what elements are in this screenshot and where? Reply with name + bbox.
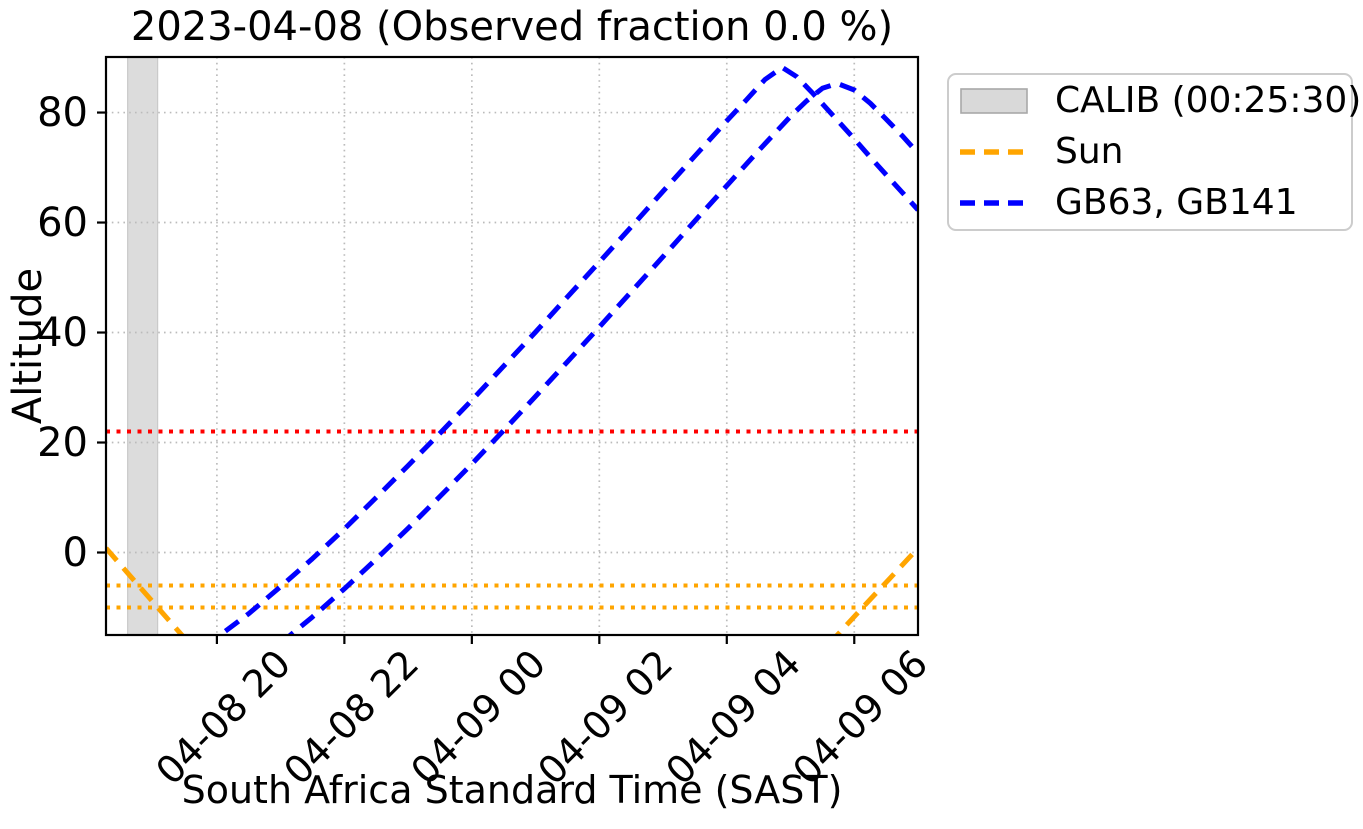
sun-curve xyxy=(833,546,918,635)
y-tick-label: 20 xyxy=(37,419,88,466)
y-tick-label: 0 xyxy=(62,529,88,576)
plot-area xyxy=(97,55,920,644)
source-curve xyxy=(286,80,918,635)
legend-label: GB63, GB141 xyxy=(1055,182,1298,223)
source-curve xyxy=(216,64,918,635)
plot-title: 2023-04-08 (Observed fraction 0.0 %) xyxy=(130,4,894,50)
y-tick-label: 40 xyxy=(37,309,88,356)
legend-item: Sun xyxy=(959,127,1351,178)
legend-dashed-line-swatch xyxy=(959,199,1033,207)
axes-spines xyxy=(104,55,920,637)
legend-label: Sun xyxy=(1055,131,1124,172)
sun-curve xyxy=(106,546,186,635)
y-tick-label: 60 xyxy=(37,199,88,246)
legend-item: GB63, GB141 xyxy=(959,178,1351,229)
legend-patch-swatch xyxy=(959,87,1033,115)
legend-item: CALIB (00:25:30) xyxy=(959,76,1361,127)
legend-dashed-line-swatch xyxy=(959,148,1033,156)
y-tick-label: 80 xyxy=(37,89,88,136)
calib-band xyxy=(127,56,159,636)
legend: CALIB (00:25:30) Sun GB63, GB141 xyxy=(947,73,1361,231)
x-axis-label: South Africa Standard Time (SAST) xyxy=(181,768,843,812)
legend-label: CALIB (00:25:30) xyxy=(1055,80,1362,121)
